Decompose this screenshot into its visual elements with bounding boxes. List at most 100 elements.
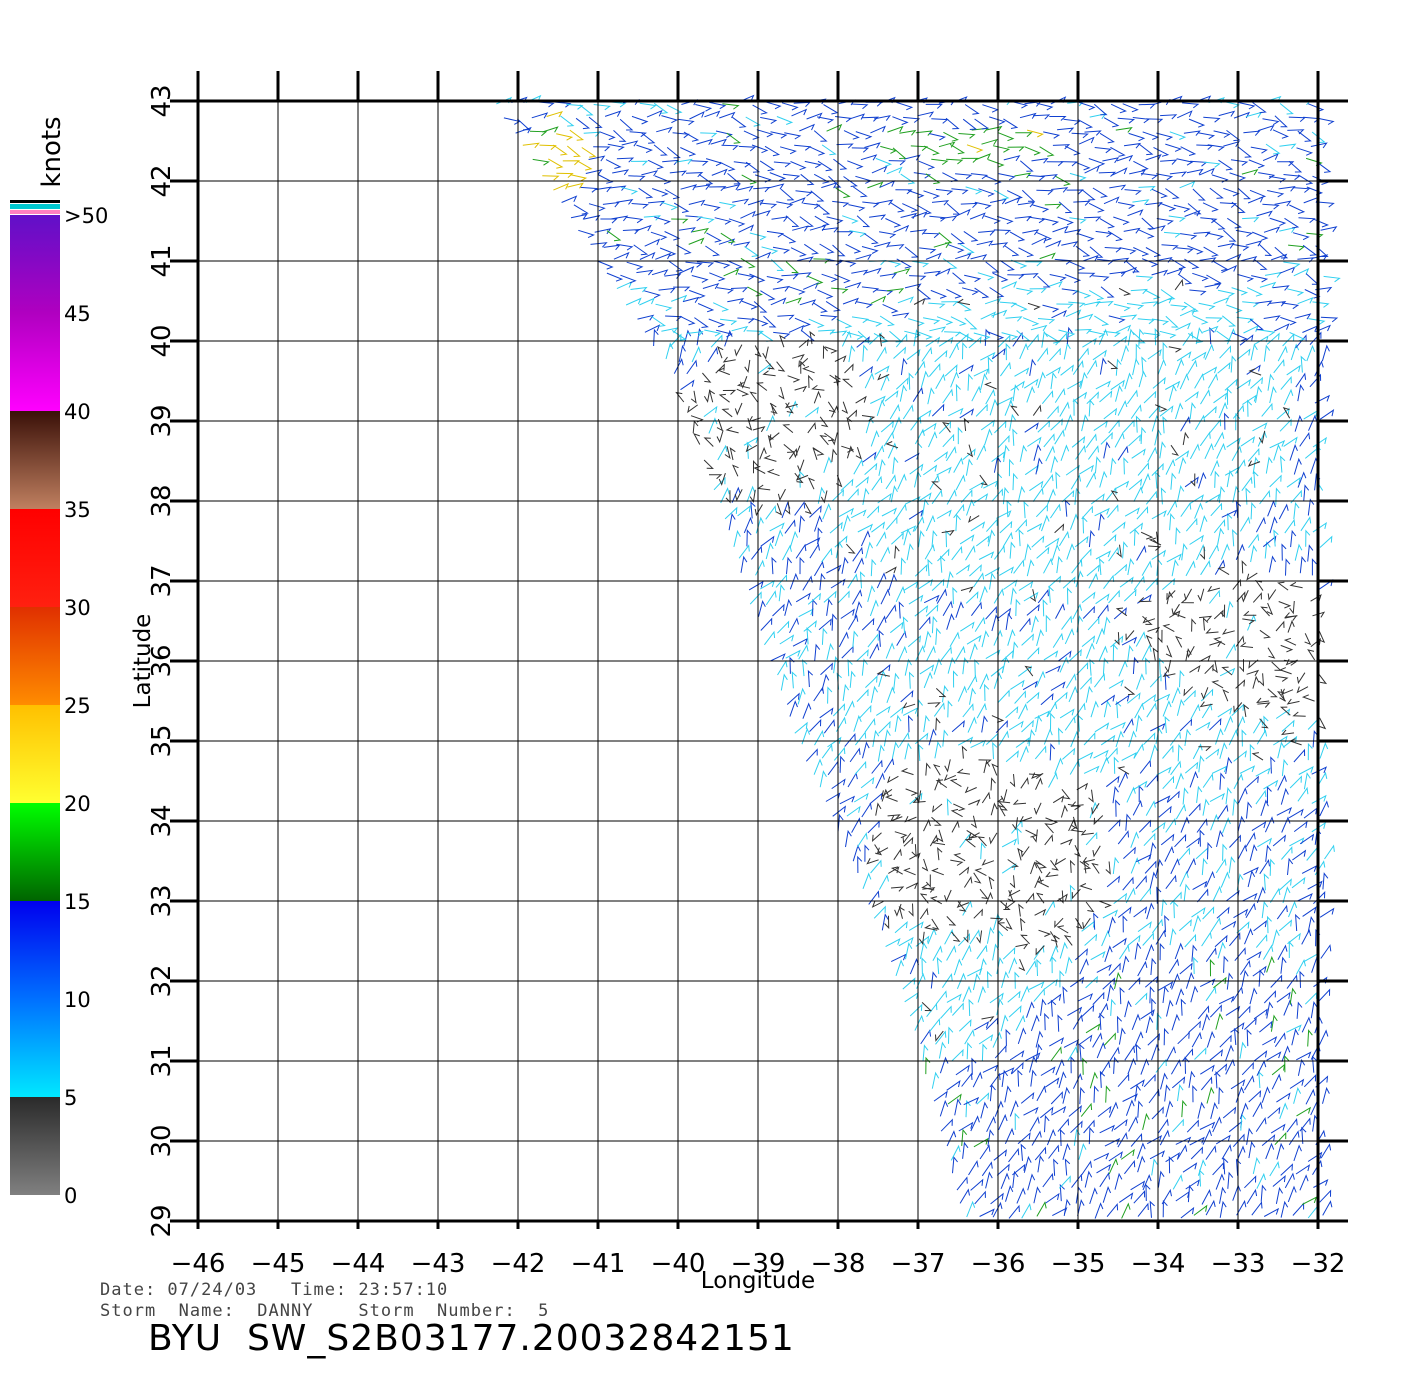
wind-vector (779, 334, 786, 348)
wind-vector (1175, 358, 1185, 375)
wind-vector (1213, 296, 1230, 305)
wind-vector (719, 201, 737, 209)
wind-vector (1267, 647, 1276, 659)
wind-vector (866, 858, 879, 865)
wind-vector (1143, 332, 1161, 339)
wind-vector (1299, 833, 1315, 845)
wind-vector (974, 868, 987, 877)
wind-vector (1307, 1151, 1323, 1162)
wind-vector (1216, 442, 1226, 459)
wind-vector (895, 189, 913, 195)
wind-vector (1025, 261, 1043, 267)
wind-vector (1205, 748, 1220, 760)
wind-vector (1117, 830, 1129, 845)
wind-vector (1138, 328, 1144, 346)
wind-vector (1160, 1072, 1168, 1090)
wind-vector (855, 395, 867, 404)
wind-vector (978, 1034, 994, 1045)
wind-vector (847, 160, 864, 170)
wind-vector (673, 202, 690, 213)
wind-vector (1180, 233, 1198, 240)
wind-vector (1154, 404, 1168, 412)
wind-vector (761, 246, 779, 255)
wind-vector (1054, 523, 1065, 534)
wind-vector (1297, 296, 1314, 305)
wind-vector (948, 244, 965, 253)
wind-vector (822, 503, 832, 520)
wind-vector (1176, 110, 1193, 119)
wind-vector (1215, 1071, 1221, 1089)
wind-vector (755, 382, 768, 391)
wind-vector (1270, 974, 1283, 988)
wind-vector (804, 160, 822, 169)
wind-vector (1097, 604, 1109, 619)
wind-vector (1199, 654, 1211, 663)
wind-vector (1103, 441, 1111, 459)
wind-vector (950, 371, 960, 388)
wind-vector (956, 972, 967, 989)
wind-vector (1151, 918, 1163, 934)
wind-vector (702, 372, 712, 383)
wind-vector (710, 334, 723, 348)
wind-vector (1199, 515, 1208, 532)
wind-vector (1322, 1086, 1330, 1104)
wind-vector (765, 590, 777, 606)
wind-vector (1320, 1143, 1332, 1159)
wind-vector (1310, 594, 1322, 602)
wind-vector (1230, 1079, 1246, 1090)
wind-vector (1121, 955, 1130, 973)
wind-vector (1263, 990, 1276, 1004)
wind-vector (1189, 665, 1201, 673)
wind-vector (1190, 985, 1199, 1003)
wind-vector (1246, 801, 1253, 819)
wind-vector (1192, 188, 1206, 201)
wind-vector (997, 929, 1004, 948)
wind-vector (809, 146, 826, 156)
wind-vector (962, 985, 972, 1002)
wind-vector (864, 233, 879, 245)
wind-vector (1289, 204, 1306, 215)
wind-vector (1307, 742, 1313, 761)
wind-vector (1243, 866, 1259, 876)
wind-vector (853, 714, 862, 732)
wind-vector (921, 346, 933, 362)
wind-vector (1205, 870, 1215, 888)
wind-vector (1279, 418, 1292, 432)
wind-vector (1020, 1091, 1035, 1104)
wind-vector (900, 525, 917, 534)
wind-vector (671, 329, 687, 341)
wind-vector (1113, 892, 1128, 904)
wind-vector (923, 671, 933, 689)
wind-vector (987, 1129, 995, 1147)
wind-vector (902, 616, 909, 634)
wind-vector (970, 815, 977, 829)
x-tick-label: −36 (971, 1249, 1026, 1279)
wind-vector (1145, 490, 1158, 505)
wind-vector (594, 228, 612, 235)
wind-vector (816, 203, 831, 215)
wind-vector (989, 992, 1004, 1004)
wind-vector (1058, 1071, 1067, 1089)
wind-vector (1088, 572, 1099, 589)
wind-vector (809, 505, 822, 518)
wind-vector (1215, 728, 1224, 745)
wind-vector (1228, 729, 1239, 746)
wind-vector (1077, 751, 1094, 761)
wind-vector (1162, 341, 1168, 360)
wind-vector (1181, 1099, 1187, 1118)
wind-vector (907, 714, 914, 733)
wind-vector (1296, 672, 1306, 685)
wind-vector (746, 485, 756, 503)
wind-vector (1192, 743, 1203, 760)
wind-vector (757, 363, 772, 375)
wind-vector (1297, 384, 1305, 402)
wind-vector (948, 407, 964, 417)
wind-vector (727, 297, 745, 304)
wind-vector (1243, 130, 1261, 136)
wind-vector (722, 356, 736, 363)
wind-vector (826, 123, 843, 132)
wind-vector (738, 544, 750, 559)
wind-vector (1124, 1159, 1136, 1175)
wind-vector (821, 547, 833, 563)
wind-vector (1060, 364, 1074, 376)
